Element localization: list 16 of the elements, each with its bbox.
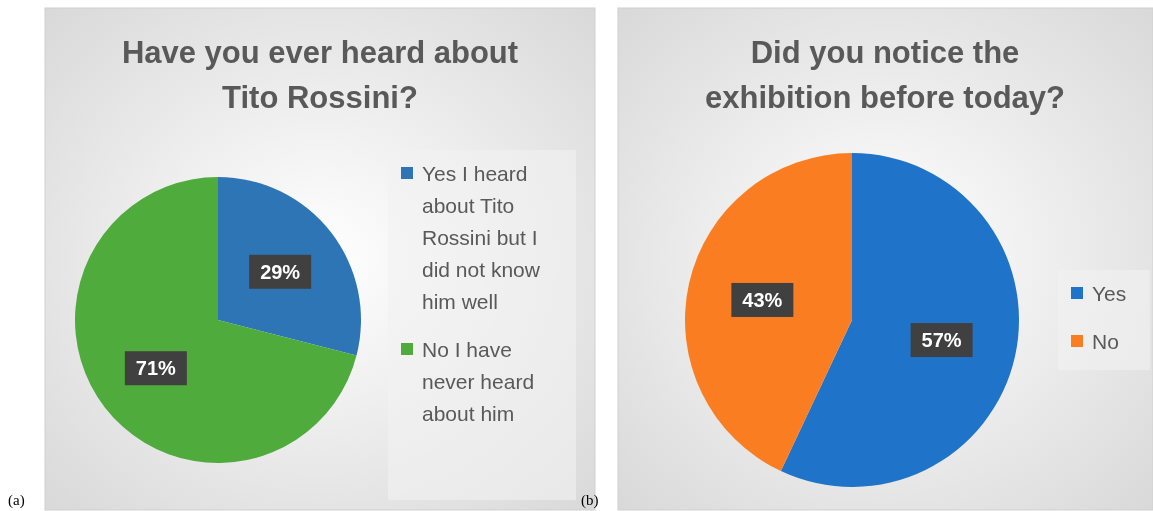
data-label: 71% xyxy=(135,357,177,380)
data-label: 43% xyxy=(742,288,783,311)
pie-slice xyxy=(685,153,852,472)
text: (b) xyxy=(581,492,599,509)
pie-slice xyxy=(218,177,361,356)
legend-label: Yes I heard about Tito Rossini but I did not know him well xyxy=(422,162,541,313)
pie-slice xyxy=(780,153,1019,487)
pie-slice xyxy=(75,177,357,463)
legend-label: No I have never heard about him xyxy=(422,338,535,425)
legend-label: Yes xyxy=(1092,282,1127,305)
text: (a) xyxy=(8,492,25,509)
chart-title: Have you ever heard about Tito Rossini? xyxy=(121,35,519,115)
data-label: 57% xyxy=(921,329,962,352)
legend-label: No xyxy=(1092,330,1119,353)
chart-title: Did you notice the exhibition before today? xyxy=(705,35,1065,115)
data-label: 29% xyxy=(260,260,301,283)
